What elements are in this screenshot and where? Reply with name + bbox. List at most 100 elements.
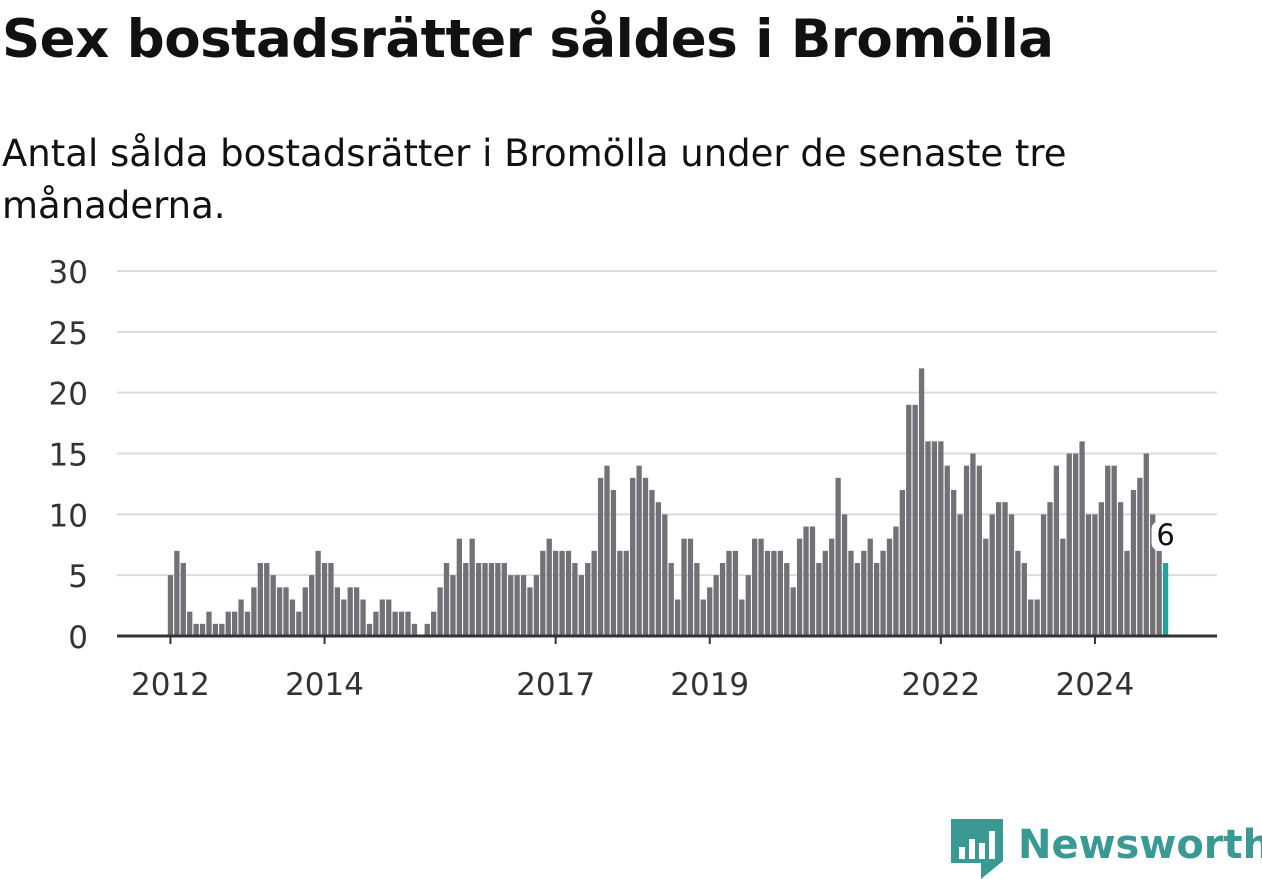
bar [995,502,1002,636]
bar [546,538,552,636]
x-tick-label: 2017 [516,667,595,703]
bar [970,453,976,636]
bar [867,538,873,636]
y-tick-label: 5 [68,559,88,595]
bar [925,441,931,636]
bar [835,477,841,636]
bar [450,575,456,636]
bar [726,550,732,636]
bar [206,611,212,636]
bar [559,550,565,636]
bar [424,623,430,636]
bar [938,441,944,636]
bar [527,587,533,636]
highlight-value-label: 6 [1156,518,1174,552]
bar [514,575,520,636]
bar [1111,465,1117,636]
bar [167,575,174,636]
bar [437,587,443,636]
bar [283,587,289,636]
bar [219,623,225,636]
bar [238,599,244,636]
x-tick-label: 2019 [670,667,749,703]
bar [212,623,219,636]
bar [232,611,238,636]
bar [225,611,231,636]
highlight-bar [1162,563,1169,636]
bar [906,404,912,636]
bar [463,563,469,636]
bar [931,441,938,636]
bar [739,599,745,636]
bar [1040,514,1047,636]
bar [386,599,392,636]
bar [918,368,925,636]
bar [681,538,687,636]
bar-chart: 0 5 10 15 20 25 30 2012 2014 2017 2019 2022 2024 6 [49,255,1217,703]
bar [360,599,366,636]
bar [912,404,918,636]
bar [1105,465,1111,636]
x-tick-label: 2014 [285,667,364,703]
bar [1085,514,1092,636]
bar [809,526,816,636]
bar [597,477,604,636]
bar [379,599,385,636]
bar [649,490,655,636]
bar [488,563,495,636]
bar [642,477,649,636]
bar [694,563,700,636]
bar [989,514,995,636]
bar [944,465,950,636]
bar [732,550,739,636]
y-tick-label: 10 [49,498,88,534]
bar [174,550,180,636]
bar [309,575,315,636]
bar [353,587,360,636]
bar [456,538,462,636]
bar [553,550,559,636]
bar [899,490,905,636]
bar [1137,477,1143,636]
bar [1008,514,1015,636]
chart-title: Sex bostadsrätter såldes i Bromölla [2,9,1054,70]
bar [251,587,257,636]
bar [719,563,726,636]
bar [1053,465,1060,636]
bar [302,587,308,636]
bar [963,465,970,636]
bar [199,623,206,636]
bar [777,550,783,636]
bar [405,611,411,636]
bar [1015,550,1021,636]
bar [585,563,591,636]
bar [1060,538,1066,636]
bar [874,563,880,636]
bar [366,623,373,636]
bar [431,611,437,636]
bar [1117,502,1124,636]
bar [854,563,861,636]
bar [495,563,501,636]
bar [771,550,777,636]
bar [630,477,636,636]
bar [315,550,321,636]
y-tick-label: 25 [49,316,88,352]
bar [758,538,764,636]
bar [707,587,713,636]
bar [700,599,706,636]
bar [1066,453,1072,636]
bar [764,550,771,636]
x-tick-label: 2012 [131,667,210,703]
bar [886,538,893,636]
bar [1092,514,1098,636]
bar [244,611,251,636]
bar [822,550,828,636]
bar [187,611,193,636]
bar [1021,563,1027,636]
brand-name: Newsworthy [1018,822,1262,868]
bar [1034,599,1040,636]
bar [848,550,854,636]
bar [264,563,270,636]
bar [713,575,719,636]
